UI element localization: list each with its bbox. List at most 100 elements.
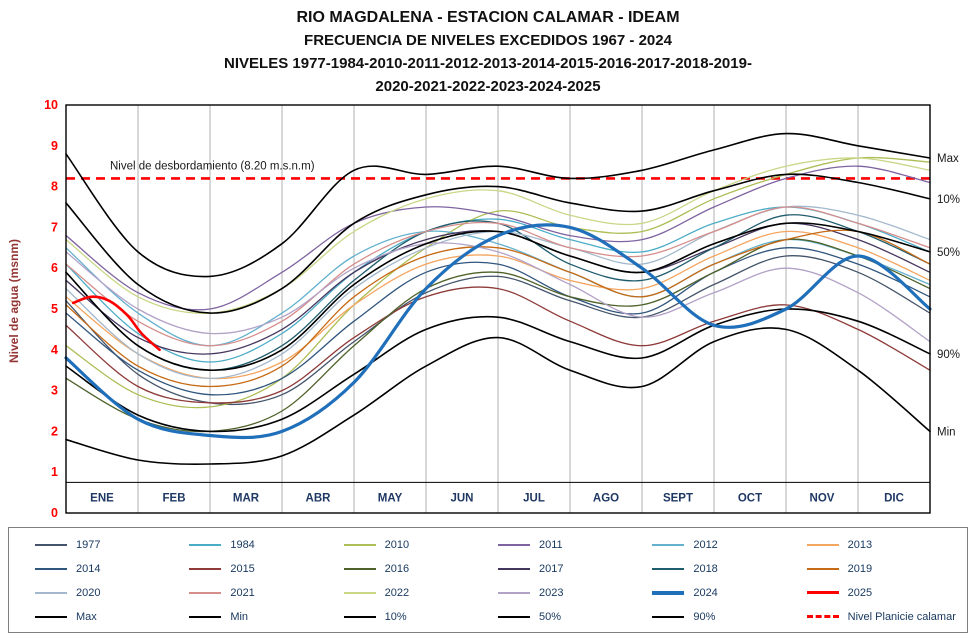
- legend-item-2018: 2018: [652, 559, 802, 578]
- series-line-2025: [71, 295, 161, 352]
- legend-label: 2019: [847, 562, 873, 575]
- legend-label: Min: [230, 610, 249, 623]
- series-line-2019: [65, 229, 931, 388]
- legend-marker-icon: [497, 591, 530, 594]
- legend-item-10-: 10%: [343, 607, 494, 626]
- legend-marker-icon: [189, 615, 222, 618]
- legend-label: 90%: [693, 610, 716, 623]
- legend-label: 2014: [76, 562, 101, 575]
- legend-label: 1984: [230, 538, 255, 551]
- legend-item-1984: 1984: [189, 535, 339, 554]
- y-axis-tick-label: 3: [51, 384, 58, 398]
- series-line-2015: [65, 286, 931, 404]
- legend-label: 2024: [693, 586, 718, 599]
- series-line-Max: [65, 132, 931, 278]
- right-label-10pct: 10%: [937, 194, 960, 206]
- legend-item-2010: 2010: [343, 535, 494, 554]
- legend-label: 2016: [384, 562, 410, 575]
- legend-marker-icon: [652, 615, 685, 618]
- legend-marker-icon: [652, 590, 685, 595]
- plot-border: [65, 104, 931, 514]
- title-line-1: RIO MAGDALENA - ESTACION CALAMAR - IDEAM: [296, 9, 680, 26]
- y-axis-tick-label: 2: [51, 424, 58, 438]
- right-label-50pct: 50%: [937, 247, 960, 259]
- legend-item-2023: 2023: [497, 583, 648, 602]
- legend-marker-icon: [806, 615, 839, 618]
- legend-marker-icon: [35, 591, 67, 594]
- legend-label: 2020: [76, 586, 101, 599]
- y-axis-tick-label: 10: [44, 98, 58, 112]
- legend-item-90-: 90%: [652, 607, 802, 626]
- legend-item-2013: 2013: [806, 535, 957, 554]
- legend-marker-icon: [497, 543, 530, 546]
- legend-label: 2018: [693, 562, 718, 575]
- legend-marker-icon: [343, 591, 376, 594]
- series-line-2024: [64, 223, 932, 440]
- legend-marker-icon: [35, 615, 67, 618]
- y-axis-tick-label: 8: [51, 180, 58, 194]
- series-line-Min: [65, 327, 931, 466]
- legend-item-2021: 2021: [189, 583, 339, 602]
- legend-marker-icon: [35, 543, 67, 546]
- chart-title-block: RIO MAGDALENA - ESTACION CALAMAR - IDEAM…: [0, 0, 976, 98]
- legend-label: 1977: [76, 538, 101, 551]
- legend-label: 50%: [538, 610, 562, 623]
- legend-item-max: Max: [35, 607, 185, 626]
- legend-label: 10%: [384, 610, 407, 623]
- legend-marker-icon: [806, 591, 839, 594]
- x-axis-month-label: SEPT: [663, 493, 693, 505]
- series-line-2014: [65, 247, 931, 396]
- legend-label: 2012: [693, 538, 718, 551]
- x-axis-month-label: JUL: [523, 493, 545, 505]
- legend-label: 2022: [384, 586, 410, 599]
- legend-item-2025: 2025: [806, 583, 957, 602]
- legend-item-2024: 2024: [652, 583, 802, 602]
- title-line-3: NIVELES 1977-1984-2010-2011-2012-2013-20…: [224, 55, 752, 72]
- x-axis-month-label: AGO: [593, 493, 619, 505]
- legend-marker-icon: [806, 543, 839, 546]
- legend-item-2011: 2011: [497, 535, 648, 554]
- legend-item-2015: 2015: [189, 559, 339, 578]
- legend-label: 2015: [230, 562, 255, 575]
- legend-label: 2017: [538, 562, 564, 575]
- legend-label: 2011: [538, 538, 563, 551]
- right-label-90pct: 90%: [937, 349, 960, 361]
- legend-label: Nivel Planicie calamar: [847, 610, 956, 623]
- legend-label: 2010: [384, 538, 410, 551]
- y-axis-tick-label: 6: [51, 261, 58, 275]
- legend-item-nivel-planicie-calamar: Nivel Planicie calamar: [806, 607, 957, 626]
- legend-marker-icon: [35, 567, 67, 570]
- legend-label: Max: [76, 610, 97, 623]
- y-axis-tick-label: 7: [51, 220, 58, 234]
- x-axis-month-label: JUN: [450, 493, 473, 505]
- legend-marker-icon: [343, 567, 376, 570]
- legend-marker-icon: [652, 543, 685, 546]
- series-line-2023: [65, 242, 931, 343]
- x-axis-month-label: ENE: [90, 493, 114, 505]
- title-line-4: 2020-2021-2022-2023-2024-2025: [375, 78, 601, 95]
- legend-item-2020: 2020: [35, 583, 185, 602]
- legend-item-2022: 2022: [343, 583, 494, 602]
- legend-item-50-: 50%: [497, 607, 648, 626]
- legend-item-2012: 2012: [652, 535, 802, 554]
- legend-marker-icon: [343, 543, 376, 546]
- series-line-10pct: [65, 173, 931, 314]
- right-label-Max: Max: [937, 153, 959, 165]
- legend-marker-icon: [343, 615, 376, 618]
- overflow-level-label: Nivel de desbordamiento (8.20 m.s.n.m): [110, 160, 315, 172]
- legend-label: 2021: [230, 586, 255, 599]
- legend-item-2016: 2016: [343, 559, 494, 578]
- legend-label: 2025: [847, 586, 873, 599]
- y-axis-tick-label: 0: [51, 506, 58, 520]
- y-axis-tick-label: 9: [51, 139, 58, 153]
- x-axis-month-label: ABR: [306, 493, 332, 505]
- legend-item-1977: 1977: [35, 535, 185, 554]
- x-axis-month-label: NOV: [810, 493, 835, 505]
- right-label-Min: Min: [937, 426, 956, 438]
- y-axis-tick-label: 1: [51, 465, 58, 479]
- title-line-2: FRECUENCIA DE NIVELES EXCEDIDOS 1967 - 2…: [304, 32, 672, 49]
- chart-legend: 1977 1984 2010 2011 2012 2013 2014 2015 2016 2017…: [8, 527, 968, 633]
- legend-marker-icon: [497, 567, 530, 570]
- level-chart-plot: ENE FEB MAR ABR MAY JUN JUL AGO SEPT OCT NOV DIC 0 1 2…: [44, 98, 960, 520]
